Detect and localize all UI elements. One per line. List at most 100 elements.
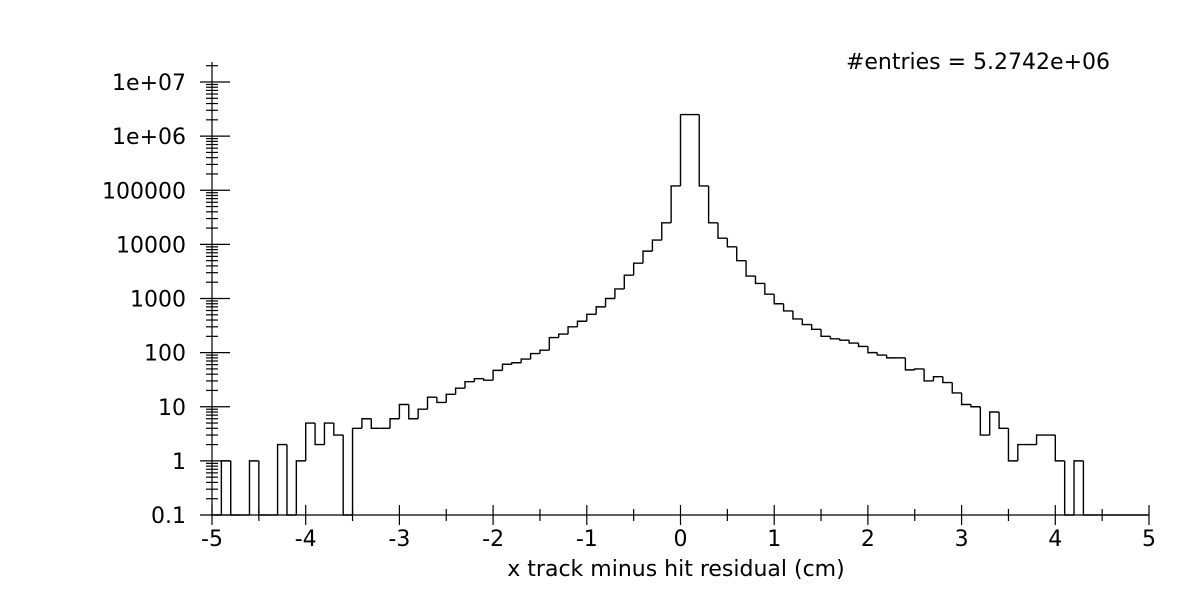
histogram-bin bbox=[501, 363, 512, 371]
histogram-bin bbox=[567, 326, 578, 335]
histogram-bin bbox=[670, 185, 681, 223]
histogram-bin bbox=[726, 238, 737, 248]
y-tick-label: 1e+06 bbox=[112, 125, 186, 150]
histogram-bin bbox=[258, 460, 269, 516]
histogram-bin bbox=[436, 397, 447, 404]
histogram-bin bbox=[745, 260, 756, 277]
histogram-bin bbox=[923, 368, 934, 382]
y-tick-label: 1e+07 bbox=[112, 71, 186, 96]
y-tick-label: 100000 bbox=[102, 179, 186, 204]
histogram-bin bbox=[998, 411, 1009, 429]
histogram-bin bbox=[511, 362, 522, 365]
histogram-bin bbox=[445, 393, 456, 403]
histogram-bin bbox=[464, 381, 475, 389]
histogram-bin bbox=[698, 114, 709, 187]
histogram-bin bbox=[1017, 443, 1028, 461]
histogram-bin bbox=[1082, 460, 1093, 516]
x-tick-label: 2 bbox=[861, 527, 875, 552]
histogram-bin bbox=[492, 369, 503, 381]
histogram-bin bbox=[810, 324, 822, 330]
histogram-bin bbox=[773, 294, 784, 305]
histogram-bin bbox=[286, 444, 297, 516]
ticks: -5 -4 -3 -2 -1 0 1 2 3 4 5 0.1 1 10 100 1000 10000 100000… bbox=[102, 65, 1156, 552]
x-tick-label: -4 bbox=[295, 527, 317, 552]
histogram-bin bbox=[736, 246, 747, 262]
histogram-bin bbox=[473, 377, 484, 382]
histogram-bin bbox=[1035, 434, 1046, 445]
histogram-bin bbox=[867, 346, 878, 354]
histogram-bin bbox=[230, 460, 241, 516]
histogram-bin bbox=[792, 310, 803, 320]
histogram-bin bbox=[632, 262, 644, 276]
histogram-bin bbox=[483, 378, 494, 381]
histogram-bin bbox=[305, 422, 316, 461]
histogram-bins bbox=[212, 113, 1149, 516]
histogram-bin bbox=[820, 329, 831, 338]
histogram-bin bbox=[1054, 435, 1065, 462]
histogram-bin bbox=[539, 349, 550, 354]
histogram-bin bbox=[342, 435, 353, 516]
x-tick-label: 1 bbox=[767, 527, 781, 552]
y-tick-label: 1000 bbox=[130, 288, 186, 313]
histogram-bin bbox=[248, 460, 259, 515]
histogram-bin bbox=[801, 318, 812, 326]
x-tick-label: 0 bbox=[674, 527, 688, 552]
histogram-bin bbox=[661, 222, 672, 241]
x-tick-label: 4 bbox=[1048, 527, 1062, 552]
histogram-bin bbox=[604, 297, 615, 307]
histogram-bin bbox=[408, 404, 419, 420]
histogram-bin bbox=[295, 460, 306, 515]
histogram-bin bbox=[717, 222, 728, 239]
histogram-bin bbox=[651, 239, 662, 252]
histogram-bin bbox=[707, 185, 718, 224]
histogram-bin bbox=[576, 320, 587, 327]
histogram-bin bbox=[529, 352, 540, 360]
histogram-bin bbox=[989, 411, 1000, 436]
x-tick-label: -2 bbox=[482, 527, 504, 552]
histogram-bin bbox=[548, 336, 559, 351]
histogram-bin bbox=[389, 418, 400, 429]
histogram-bin bbox=[848, 340, 859, 344]
x-tick-label: 5 bbox=[1142, 527, 1156, 552]
x-axis-label: x track minus hit residual (cm) bbox=[507, 557, 844, 582]
histogram-bin bbox=[417, 408, 428, 419]
histogram-bin bbox=[351, 427, 362, 515]
histogram-bin bbox=[951, 382, 962, 394]
y-tick-label: 1 bbox=[172, 450, 186, 475]
x-tick-label: -5 bbox=[201, 527, 223, 552]
histogram-bin bbox=[426, 396, 437, 410]
y-tick-label: 0.1 bbox=[151, 504, 186, 529]
histogram-bin bbox=[370, 418, 381, 429]
histogram-bin bbox=[557, 333, 569, 338]
histogram-bin bbox=[764, 283, 775, 295]
histogram-bin bbox=[398, 403, 409, 419]
histogram-bin bbox=[932, 375, 943, 381]
histogram-bin bbox=[520, 358, 531, 363]
entries-annotation: #entries = 5.2742e+06 bbox=[846, 50, 1110, 75]
histogram-bin bbox=[623, 274, 634, 289]
histogram-bin bbox=[276, 443, 287, 515]
histogram-bin bbox=[914, 368, 925, 370]
histogram-bin bbox=[333, 423, 344, 436]
x-tick-label: 3 bbox=[955, 527, 969, 552]
histogram-bin bbox=[904, 357, 915, 371]
histogram-bin bbox=[857, 343, 868, 348]
x-tick-label: -1 bbox=[576, 527, 598, 552]
histogram-bin bbox=[1073, 460, 1084, 515]
histogram-bin bbox=[1007, 428, 1018, 462]
histogram-bin bbox=[595, 306, 606, 315]
histogram-bin bbox=[642, 250, 653, 264]
histogram-bin bbox=[979, 406, 990, 436]
histogram-bin bbox=[970, 404, 981, 408]
histogram-bin bbox=[942, 376, 953, 384]
y-tick-label: 10 bbox=[158, 396, 186, 421]
histogram-bin bbox=[960, 392, 971, 406]
histogram-bin bbox=[323, 422, 334, 445]
x-tick-label: -3 bbox=[388, 527, 410, 552]
y-tick-label: 100 bbox=[144, 342, 186, 367]
histogram-bin bbox=[839, 338, 850, 341]
histogram-bin bbox=[614, 288, 625, 299]
histogram-bin bbox=[314, 423, 325, 446]
histogram-bin bbox=[679, 113, 690, 186]
